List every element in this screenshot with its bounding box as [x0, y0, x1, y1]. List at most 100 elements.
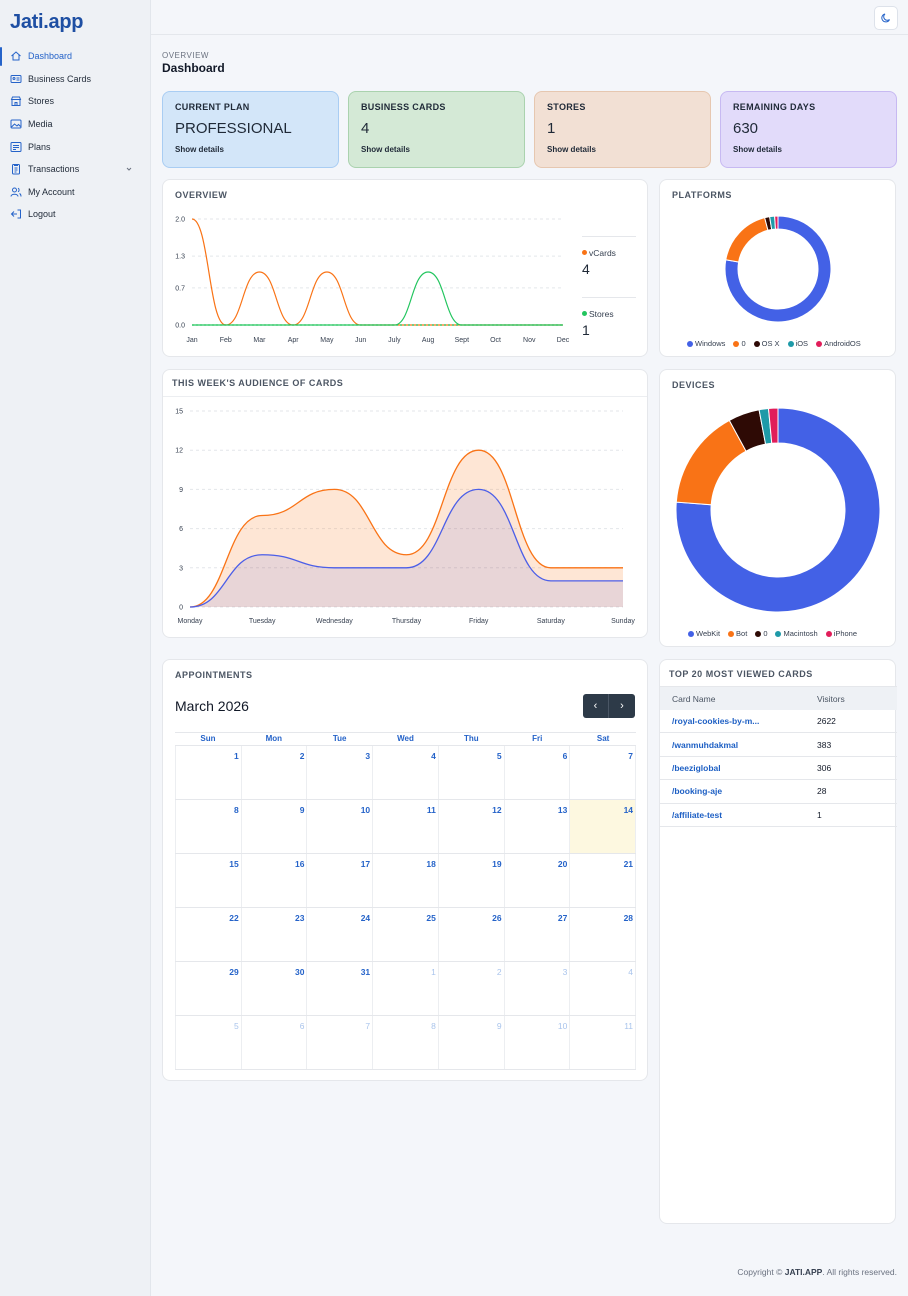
- sidebar-item-stores[interactable]: Stores: [0, 90, 151, 113]
- calendar-day-cell[interactable]: 5: [175, 1016, 241, 1069]
- table-row: /booking-aje 28: [660, 780, 897, 804]
- footer-brand[interactable]: JATI.APP: [784, 1267, 823, 1277]
- sidebar-item-business-cards[interactable]: Business Cards: [0, 68, 151, 91]
- calendar-day-cell[interactable]: 23: [240, 908, 307, 961]
- series-area: [190, 489, 623, 607]
- calendar-day-cell[interactable]: 8: [175, 800, 241, 853]
- calendar-day-cell[interactable]: 11: [372, 800, 438, 853]
- theme-toggle-button[interactable]: [874, 6, 898, 30]
- legend-item: Windows: [687, 339, 725, 348]
- calendar-day-cell[interactable]: 29: [175, 962, 241, 1015]
- calendar-day-cell[interactable]: 3: [306, 746, 372, 799]
- calendar-day-cell[interactable]: 9: [437, 1016, 504, 1069]
- footer-prefix: Copyright ©: [737, 1267, 785, 1277]
- card-name-link[interactable]: /royal-cookies-by-m...: [672, 716, 760, 727]
- legend-item: AndroidOS: [816, 339, 861, 348]
- series-line: [189, 488, 623, 608]
- visitor-count: 306: [817, 762, 832, 773]
- weekday-label: Sat: [596, 734, 610, 743]
- show-details-link[interactable]: Show details: [547, 145, 596, 154]
- calendar-day-cell[interactable]: 5: [437, 746, 504, 799]
- legend-dot: [687, 340, 693, 347]
- calendar-day-cell[interactable]: 10: [503, 1016, 570, 1069]
- calendar-day-cell[interactable]: 24: [306, 908, 372, 961]
- calendar-day-cell[interactable]: 2: [240, 746, 307, 799]
- calendar-day-cell[interactable]: 12: [437, 800, 504, 853]
- calendar-prev-button[interactable]: ‹: [583, 694, 609, 718]
- card-name-link[interactable]: /booking-aje: [672, 786, 723, 797]
- legend-dot: [775, 630, 782, 637]
- card-name-link[interactable]: /affiliate-test: [672, 809, 723, 820]
- show-details-link[interactable]: Show details: [175, 145, 224, 154]
- legend-label: vCards: [589, 248, 616, 258]
- calendar-day-cell[interactable]: 25: [372, 908, 438, 961]
- calendar-day-cell[interactable]: 2: [437, 962, 504, 1015]
- calendar-day-cell[interactable]: 20: [503, 854, 570, 907]
- legend-stores: Stores 1: [582, 309, 636, 338]
- sidebar-item-dashboard[interactable]: Dashboard: [0, 45, 151, 68]
- visitor-count: 2622: [817, 716, 836, 727]
- series-area: [190, 450, 623, 607]
- calendar-day-cell[interactable]: 14: [569, 800, 637, 853]
- sidebar-item-transactions[interactable]: Transactions: [0, 158, 151, 181]
- platforms-legend: Windows 0 OS X iOS AndroidOS: [687, 339, 861, 348]
- sidebar-item-media[interactable]: Media: [0, 113, 151, 136]
- calendar-day-cell[interactable]: 6: [240, 1016, 307, 1069]
- legend-value: 4: [582, 261, 590, 277]
- card-name-link[interactable]: /beeziglobal: [672, 762, 721, 773]
- legend-label: Bot: [736, 629, 748, 638]
- app-logo[interactable]: Jati.app: [10, 11, 84, 33]
- legend-label: Windows: [695, 339, 726, 348]
- x-tick-label: Feb: [220, 337, 232, 344]
- audience-card: THIS WEEK'S AUDIENCE OF CARDS 0 3 6 9 12 15 Mo…: [162, 369, 648, 638]
- calendar-day-cell[interactable]: 31: [306, 962, 372, 1015]
- image-icon: [10, 118, 22, 130]
- calendar-day-cell[interactable]: 7: [569, 746, 637, 799]
- weekday-label: Tue: [332, 734, 347, 743]
- calendar-day-cell[interactable]: 6: [503, 746, 570, 799]
- card-name-link[interactable]: /wanmuhdakmal: [672, 739, 739, 750]
- calendar-day-cell[interactable]: 11: [569, 1016, 637, 1069]
- calendar-day-cell[interactable]: 4: [569, 962, 637, 1015]
- legend-dot: [825, 630, 832, 637]
- calendar-day-cell[interactable]: 18: [372, 854, 438, 907]
- donut-slice: [675, 407, 881, 613]
- calendar-day-cell[interactable]: 17: [306, 854, 372, 907]
- sidebar-item-logout[interactable]: Logout: [0, 203, 151, 226]
- calendar-day-cell[interactable]: 7: [306, 1016, 372, 1069]
- legend-label: OS X: [761, 339, 780, 348]
- calendar-day-cell[interactable]: 9: [240, 800, 307, 853]
- show-details-link[interactable]: Show details: [361, 145, 410, 154]
- calendar-day-cell[interactable]: 19: [437, 854, 504, 907]
- calendar-day-cell[interactable]: 22: [175, 908, 241, 961]
- stat-label: REMAINING DAYS: [733, 102, 816, 112]
- legend-dot: [582, 311, 587, 316]
- calendar-day-cell[interactable]: 8: [372, 1016, 438, 1069]
- calendar-day-cell[interactable]: 26: [437, 908, 504, 961]
- sidebar-item-plans[interactable]: Plans: [0, 135, 151, 158]
- legend-item: Macintosh: [775, 629, 818, 638]
- calendar-day-cell[interactable]: 27: [503, 908, 570, 961]
- calendar-next-button[interactable]: ›: [620, 700, 624, 712]
- calendar-day-cell[interactable]: 1: [372, 962, 438, 1015]
- sidebar-item-my-account[interactable]: My Account: [0, 181, 151, 204]
- calendar-day-cell[interactable]: 28: [569, 908, 637, 961]
- weekday-label: Sun: [200, 734, 216, 743]
- calendar-day-cell[interactable]: 10: [306, 800, 372, 853]
- calendar-day-cell[interactable]: 30: [240, 962, 307, 1015]
- calendar-day-cell[interactable]: 16: [240, 854, 307, 907]
- sidebar: Jati.app Dashboard Business Cards Stores…: [0, 0, 151, 1296]
- calendar-day-cell[interactable]: 3: [503, 962, 570, 1015]
- calendar-day-cell[interactable]: 15: [175, 854, 241, 907]
- calendar-day-cell[interactable]: 13: [503, 800, 570, 853]
- sidebar-item-label: Stores: [28, 96, 55, 107]
- y-tick-label: 9: [179, 487, 183, 494]
- calendar-day-cell[interactable]: 4: [372, 746, 438, 799]
- calendar-day-cell[interactable]: 21: [569, 854, 637, 907]
- show-details-link[interactable]: Show details: [733, 145, 782, 154]
- receipt-icon: [10, 163, 22, 175]
- devices-title: DEVICES: [672, 380, 716, 390]
- chevron-down-icon[interactable]: [125, 165, 133, 173]
- legend-item: 0: [733, 339, 746, 348]
- calendar-day-cell[interactable]: 1: [175, 746, 241, 799]
